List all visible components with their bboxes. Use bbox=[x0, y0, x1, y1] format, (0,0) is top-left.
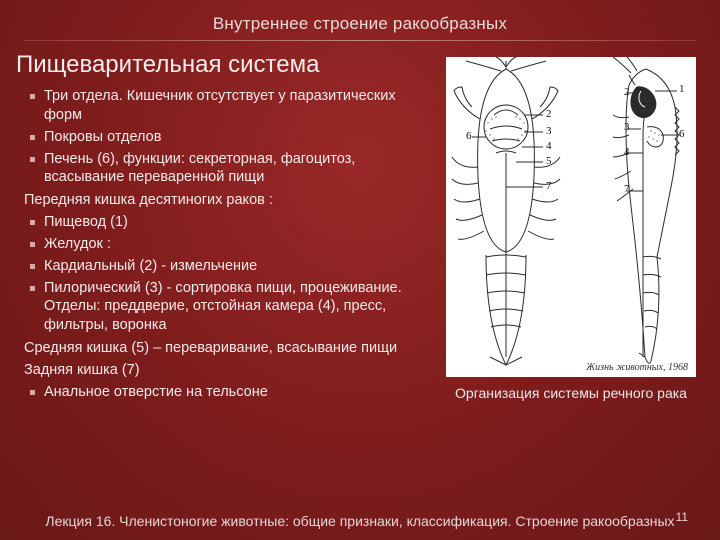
text-column: Пищеварительная система Три отдела. Кише… bbox=[24, 51, 438, 406]
svg-text:7: 7 bbox=[624, 183, 630, 195]
paragraph: Средняя кишка (5) – переваривание, всасы… bbox=[24, 339, 434, 358]
svg-text:2: 2 bbox=[624, 86, 630, 98]
footer-text: Лекция 16. Членистоногие животные: общие… bbox=[0, 512, 720, 530]
slide: Внутреннее строение ракообразных Пищевар… bbox=[0, 0, 720, 540]
list-item: Покровы отделов bbox=[24, 128, 434, 147]
divider bbox=[24, 40, 696, 41]
anatomy-figure: 2 3 4 5 6 7 1 2 3 6 4 7 Жизнь животных, 1968 bbox=[446, 57, 696, 377]
svg-text:1: 1 bbox=[679, 83, 685, 95]
content-row: Пищеварительная система Три отдела. Кише… bbox=[24, 51, 696, 406]
list-item: Анальное отверстие на тельсоне bbox=[24, 383, 434, 402]
svg-text:2: 2 bbox=[546, 108, 552, 120]
svg-text:3: 3 bbox=[546, 125, 552, 137]
figure-column: 2 3 4 5 6 7 1 2 3 6 4 7 Жизнь животных, 1968 Органи… bbox=[446, 51, 696, 406]
figure-caption: Организация системы речного рака bbox=[455, 385, 687, 401]
svg-text:7: 7 bbox=[546, 180, 552, 192]
svg-text:3: 3 bbox=[624, 121, 630, 133]
section-title: Пищеварительная система bbox=[16, 51, 434, 79]
svg-text:6: 6 bbox=[466, 130, 472, 142]
bullet-list-1: Три отдела. Кишечник отсутствует у параз… bbox=[24, 87, 434, 187]
paragraph: Задняя кишка (7) bbox=[24, 361, 434, 380]
bullet-list-3: Анальное отверстие на тельсоне bbox=[24, 383, 434, 402]
list-item: Печень (6), функции: секреторная, фагоци… bbox=[24, 150, 434, 188]
bullet-list-2: Пищевод (1) Желудок : Кардиальный (2) - … bbox=[24, 213, 434, 335]
svg-text:6: 6 bbox=[679, 128, 685, 140]
paragraph: Передняя кишка десятиногих раков : bbox=[24, 191, 434, 210]
list-item: Пилорический (3) - сортировка пищи, проц… bbox=[24, 279, 434, 336]
svg-text:4: 4 bbox=[624, 146, 630, 158]
svg-text:5: 5 bbox=[546, 155, 552, 167]
list-item: Три отдела. Кишечник отсутствует у параз… bbox=[24, 87, 434, 125]
slide-supertitle: Внутреннее строение ракообразных bbox=[24, 14, 696, 34]
list-item: Желудок : bbox=[24, 235, 434, 254]
svg-text:4: 4 bbox=[546, 140, 552, 152]
page-number: 11 bbox=[676, 510, 688, 524]
list-item: Пищевод (1) bbox=[24, 213, 434, 232]
list-item: Кардиальный (2) - измельчение bbox=[24, 257, 434, 276]
figure-credit: Жизнь животных, 1968 bbox=[586, 362, 688, 373]
